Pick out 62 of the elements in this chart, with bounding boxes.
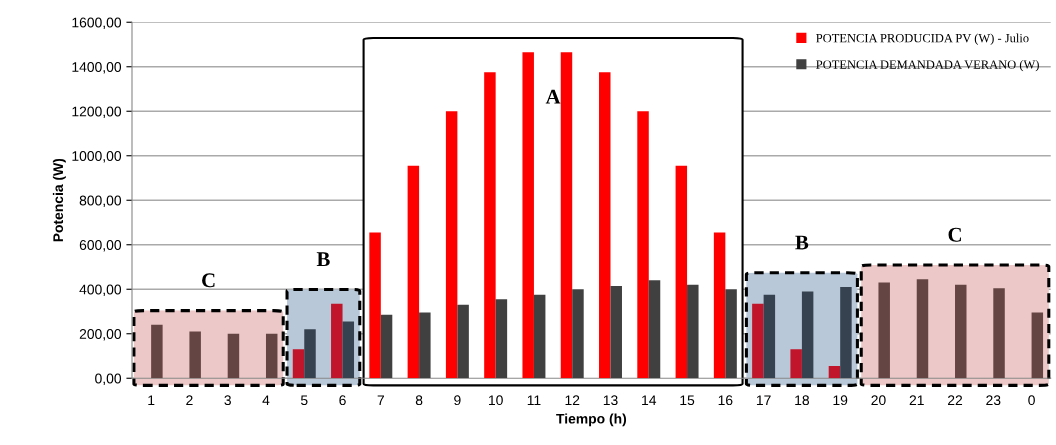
bar (637, 111, 649, 379)
x-tick-label: 16 (718, 395, 733, 406)
y-tick-label: 800,00 (79, 195, 122, 208)
x-tick-label: 7 (377, 395, 384, 405)
x-tick-label: 11 (527, 395, 541, 405)
x-tick-label: 12 (565, 395, 580, 405)
y-axis-title: Potencia (W) (52, 158, 66, 242)
x-tick-label: 17 (756, 395, 771, 405)
bar (380, 314, 393, 379)
y-tick-label: 200,00 (79, 329, 122, 341)
bar (533, 294, 546, 379)
x-tick-label: 5 (300, 395, 308, 406)
bar (369, 232, 381, 379)
bar (495, 299, 508, 379)
bar (610, 285, 622, 379)
x-tick-label: 0 (1028, 395, 1035, 406)
band-label: C (948, 227, 961, 242)
bar (713, 232, 726, 379)
bar (675, 165, 688, 379)
x-tick-label: 23 (986, 395, 1001, 406)
bar (725, 289, 737, 379)
x-tick-label: 6 (339, 395, 346, 406)
bar (419, 312, 431, 379)
y-tick-label: 1200,00 (72, 106, 122, 119)
bar (522, 52, 534, 379)
x-tick-label: 14 (642, 395, 657, 405)
x-tick-label: 2 (186, 395, 193, 405)
band-label: B (795, 235, 809, 250)
bar (560, 52, 573, 379)
bar (572, 289, 584, 379)
bar (687, 284, 699, 379)
x-tick-label: 8 (415, 395, 423, 406)
x-tick-label: 4 (262, 395, 270, 405)
bar (648, 280, 661, 379)
x-tick-label: 15 (680, 395, 695, 406)
x-tick-label: 13 (603, 395, 618, 406)
y-tick-label: 0,00 (95, 373, 122, 386)
y-tick-label: 400,00 (79, 284, 122, 297)
bar (457, 304, 469, 379)
y-tick-label: 1600,00 (72, 17, 122, 30)
x-tick-label: 10 (489, 395, 503, 406)
legend-label: POTENCIA PRODUCIDA PV (W) - Julio (816, 33, 1029, 45)
x-tick-label: 20 (871, 395, 886, 406)
x-tick-label: 21 (909, 395, 924, 405)
bar (599, 72, 611, 379)
y-tick-label: 1000,00 (72, 151, 122, 163)
x-tick-label: 9 (454, 395, 461, 406)
x-tick-label: 19 (833, 395, 848, 406)
bar (407, 165, 420, 379)
x-tick-label: 22 (948, 395, 963, 405)
band-label: C (202, 273, 215, 288)
bar (445, 111, 458, 379)
legend-label: POTENCIA DEMANDADA VERANO (W) (816, 59, 1039, 72)
y-tick-label: 1400,00 (72, 62, 122, 74)
band-label: A (545, 89, 561, 104)
x-tick-label: 1 (148, 395, 155, 405)
y-tick-label: 600,00 (79, 240, 122, 252)
bar (484, 72, 496, 379)
x-tick-label: 3 (224, 395, 231, 406)
band-label: B (316, 252, 330, 267)
x-tick-label: 18 (795, 395, 810, 406)
x-axis-title: Tiempo (h) (556, 413, 627, 427)
